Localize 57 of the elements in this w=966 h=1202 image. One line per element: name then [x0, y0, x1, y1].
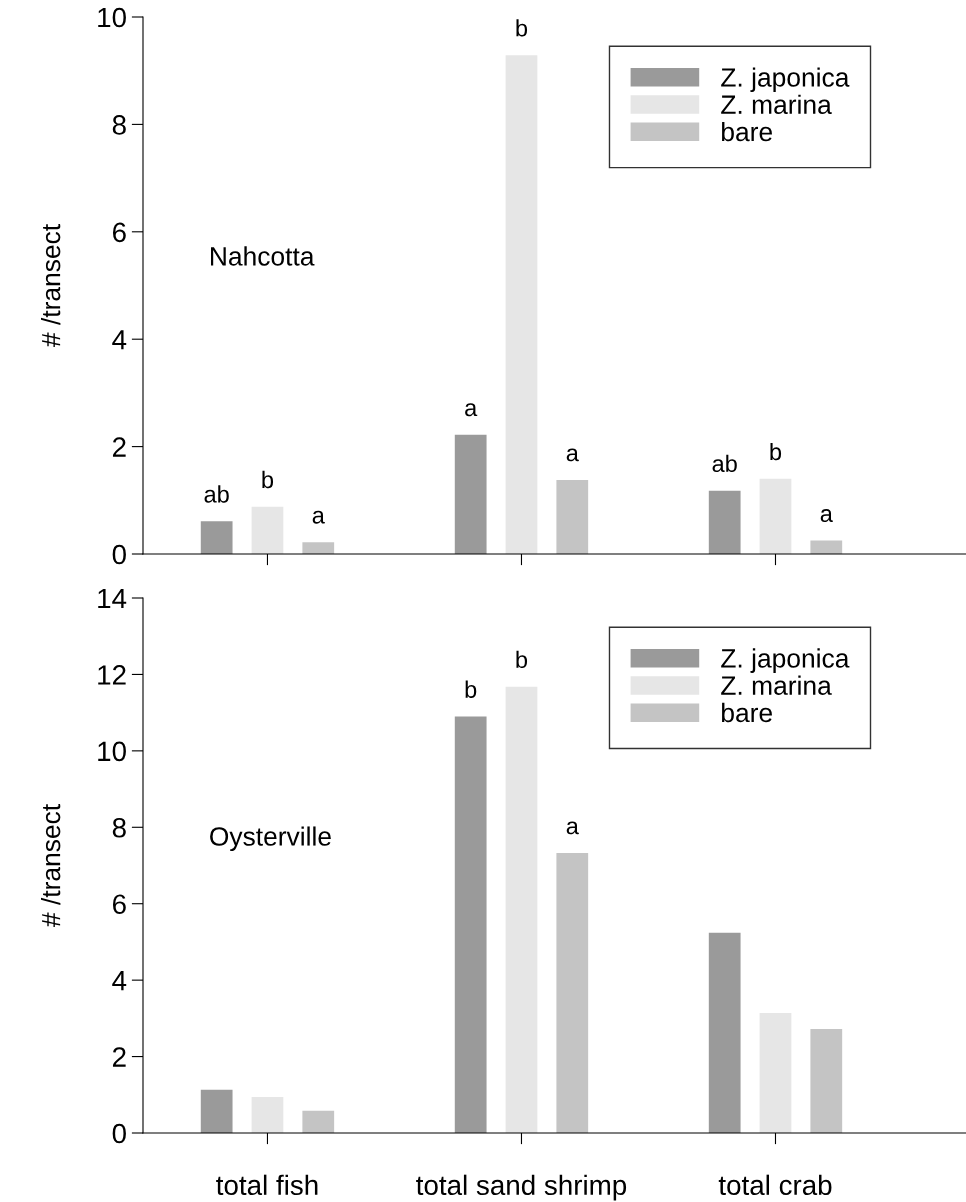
- bar: [251, 1097, 284, 1133]
- y-tick-label: 2: [112, 1047, 126, 1067]
- y-axis-title: # /transect: [40, 804, 61, 927]
- y-tick-label: 2: [112, 437, 126, 457]
- data-label: a: [465, 403, 478, 417]
- bar: [556, 479, 589, 554]
- bar: [454, 434, 487, 554]
- bar: [810, 540, 843, 554]
- y-tick-label: 6: [112, 222, 126, 243]
- y-tick-label: 10: [98, 741, 126, 762]
- x-tick-label: total crab: [718, 1174, 832, 1196]
- bar: [505, 686, 538, 1133]
- data-label: b: [516, 19, 528, 37]
- bar: [556, 852, 589, 1133]
- y-tick-label: 4: [112, 330, 127, 350]
- bar: [200, 521, 233, 554]
- x-tick-label: total sand shrimp: [416, 1174, 627, 1201]
- y-tick-label: 0: [112, 544, 126, 565]
- bar: [505, 55, 538, 554]
- bar: [302, 1110, 335, 1133]
- y-tick-label: 8: [112, 817, 126, 838]
- bar: [708, 932, 741, 1133]
- data-label: a: [820, 509, 833, 523]
- y-tick-label: 12: [98, 665, 126, 685]
- data-label: a: [566, 448, 579, 462]
- legend-label: bare: [722, 121, 772, 142]
- y-tick-label: 14: [98, 588, 127, 609]
- data-label: a: [312, 510, 325, 524]
- y-tick-label: 6: [112, 894, 126, 915]
- y-tick-label: 0: [112, 1123, 126, 1144]
- data-label: b: [516, 650, 528, 669]
- data-label: ab: [204, 485, 229, 503]
- legend-label: Z. japonica: [721, 648, 850, 673]
- data-label: b: [770, 442, 782, 461]
- y-axis-title: # /transect: [40, 224, 61, 347]
- legend-label: Z. japonica: [721, 67, 850, 93]
- bar: [759, 1013, 792, 1133]
- x-tick-label: total fish: [216, 1174, 318, 1196]
- data-label: b: [262, 470, 274, 489]
- y-tick-label: 8: [112, 115, 126, 135]
- legend-label: bare: [722, 702, 772, 723]
- annotation: Oysterville: [210, 826, 331, 852]
- y-tick-label: 4: [112, 971, 127, 991]
- bar: [810, 1029, 843, 1133]
- data-label: b: [465, 680, 477, 698]
- annotation: Nahcotta: [211, 246, 315, 266]
- bar: [200, 1089, 233, 1133]
- bar: [708, 490, 741, 554]
- bar: [302, 542, 335, 554]
- y-tick-label: 10: [98, 7, 126, 28]
- bar: [759, 478, 792, 554]
- bar: [454, 716, 487, 1133]
- bar: [251, 506, 284, 554]
- legend-label: Z. marina: [721, 675, 832, 695]
- legend-label: Z. marina: [721, 94, 832, 115]
- data-label: a: [566, 821, 579, 835]
- data-label: ab: [712, 454, 737, 473]
